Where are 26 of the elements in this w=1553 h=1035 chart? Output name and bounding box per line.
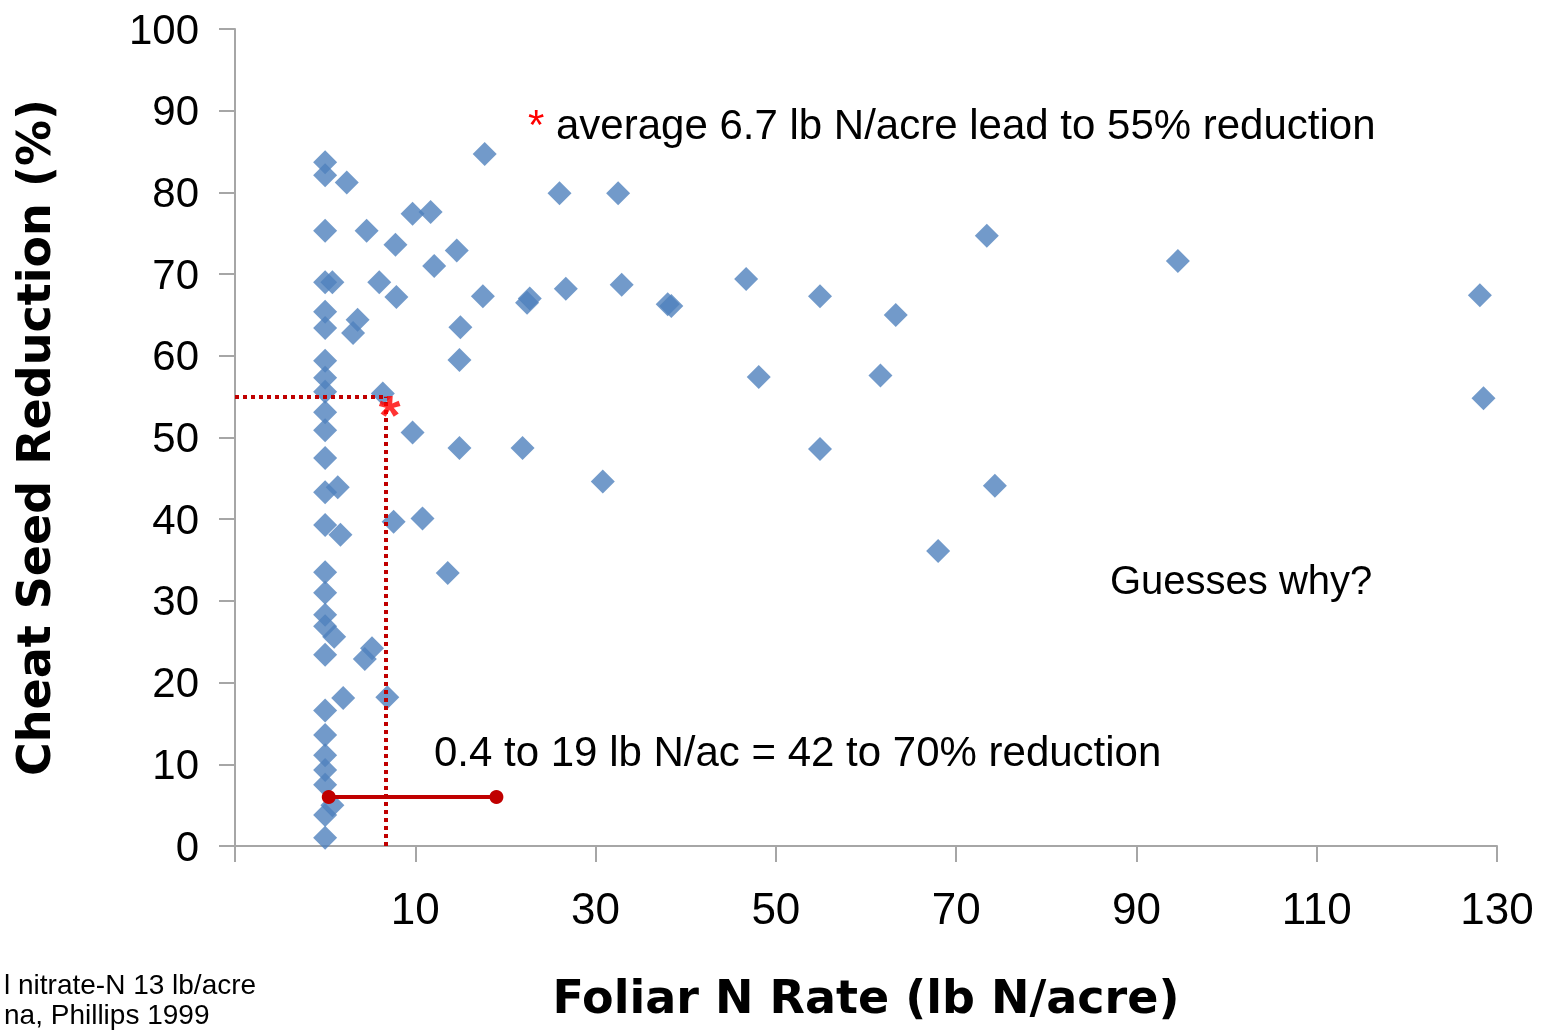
annotation: Guesses why? [1110,558,1373,602]
x-tick-label: 10 [390,883,440,933]
y-tick-label: 10 [152,740,199,788]
x-tick-label: 130 [1460,883,1534,933]
y-tick-label: 100 [128,5,199,53]
annotation: * [378,383,401,447]
y-tick-label: 60 [152,332,199,380]
text: l nitrate-N 13 lb/acre [4,968,257,1000]
annotation: 0.4 to 19 lb N/ac = 42 to 70% reduction [434,727,1162,775]
y-tick-label: 30 [152,577,199,625]
annotation: * average 6.7 lb N/acre lead to 55% reduction [528,100,1376,148]
y-tick-label: 50 [152,414,199,461]
y-tick-label: 70 [152,250,199,298]
x-tick-label: 70 [931,883,981,933]
y-tick-label: 90 [152,87,199,135]
y-tick-label: 40 [152,495,199,543]
y-tick-label: 20 [152,659,199,707]
y-tick-label: 0 [175,822,199,870]
x-tick-label: 30 [571,883,621,933]
x-tick-label: 50 [751,883,801,933]
y-axis-title: Cheat Seed Reduction (%) [7,98,61,777]
text: na, Phillips 1999 [4,998,210,1030]
x-axis-title: Foliar N Rate (lb N/acre) [552,970,1180,1024]
x-tick-label: 110 [1281,883,1352,933]
y-tick-label: 80 [152,168,199,216]
x-tick-label: 90 [1111,883,1161,933]
